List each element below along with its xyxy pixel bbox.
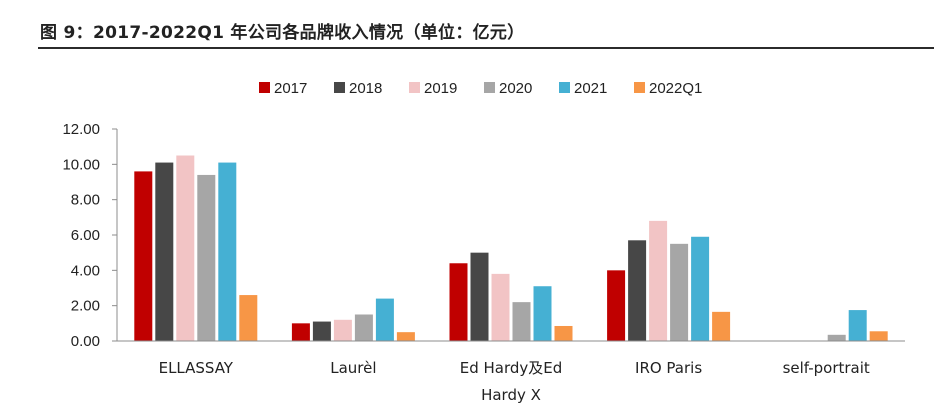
bar-2020-0 (197, 174, 216, 341)
x-category-label: self-portrait (783, 359, 870, 377)
bar-2019-1 (333, 319, 352, 341)
bar-2020-4 (827, 334, 846, 341)
bar-2022q1-4 (869, 331, 888, 341)
bar-2022q1-0 (239, 295, 258, 341)
x-category-label: ELLASSAY (159, 359, 234, 377)
bar-2017-2 (449, 263, 468, 341)
legend-swatch-2020 (484, 82, 495, 93)
legend-label-2021: 2021 (574, 80, 607, 97)
y-tick-label: 0.00 (71, 333, 100, 350)
y-tick-label: 12.00 (62, 121, 100, 138)
bar-2018-2 (470, 252, 489, 341)
legend-swatch-2019 (409, 82, 420, 93)
x-axis: ELLASSAY Laurèl Ed Hardy及Ed Hardy X IRO Pari… (117, 340, 905, 404)
legend-label-2018: 2018 (349, 80, 382, 97)
legend-label-2019: 2019 (424, 80, 457, 97)
y-tick-label: 8.00 (71, 192, 100, 209)
bar-2021-1 (375, 298, 394, 341)
x-category-label: Hardy X (481, 386, 541, 404)
title-underline (38, 47, 934, 49)
legend-label-2017: 2017 (274, 80, 307, 97)
bars (134, 155, 888, 341)
bar-2018-1 (312, 321, 331, 341)
bar-2019-2 (491, 273, 510, 341)
bar-2020-2 (512, 302, 531, 341)
legend-label-2020: 2020 (499, 80, 532, 97)
bar-2021-3 (691, 236, 710, 341)
x-category-label: IRO Paris (635, 359, 702, 377)
x-category-label: Ed Hardy及Ed (460, 359, 563, 377)
bar-2017-1 (291, 323, 310, 341)
legend-swatch-2021 (559, 82, 570, 93)
bar-2019-0 (176, 155, 195, 341)
chart-title: 图 9：2017-2022Q1 年公司各品牌收入情况（单位：亿元） (40, 23, 525, 43)
bar-2022q1-3 (712, 311, 731, 341)
x-category-label: Laurèl (330, 359, 376, 377)
bar-2020-3 (670, 243, 689, 341)
legend-swatch-2022q1 (634, 82, 645, 93)
y-tick-label: 10.00 (62, 156, 100, 173)
bar-2021-4 (848, 310, 867, 341)
bar-2021-0 (218, 162, 237, 341)
y-tick-label: 6.00 (71, 227, 100, 244)
bar-2020-1 (354, 314, 373, 341)
bar-2019-3 (649, 220, 668, 341)
bar-2022q1-2 (554, 325, 573, 341)
bar-2018-3 (628, 240, 647, 341)
y-tick-label: 2.00 (71, 298, 100, 315)
bar-2021-2 (533, 286, 552, 341)
legend-swatch-2017 (259, 82, 270, 93)
legend: 2017 2018 2019 2020 2021 2022Q1 (259, 80, 702, 97)
y-axis: 0.00 2.00 4.00 6.00 8.00 10.00 12.00 (62, 121, 118, 350)
bar-2022q1-1 (396, 332, 415, 341)
legend-label-2022q1: 2022Q1 (649, 80, 702, 97)
y-tick-label: 4.00 (71, 262, 100, 279)
bar-2017-3 (607, 270, 626, 341)
legend-swatch-2018 (334, 82, 345, 93)
bar-2017-0 (134, 171, 153, 341)
bar-2018-0 (155, 162, 174, 341)
